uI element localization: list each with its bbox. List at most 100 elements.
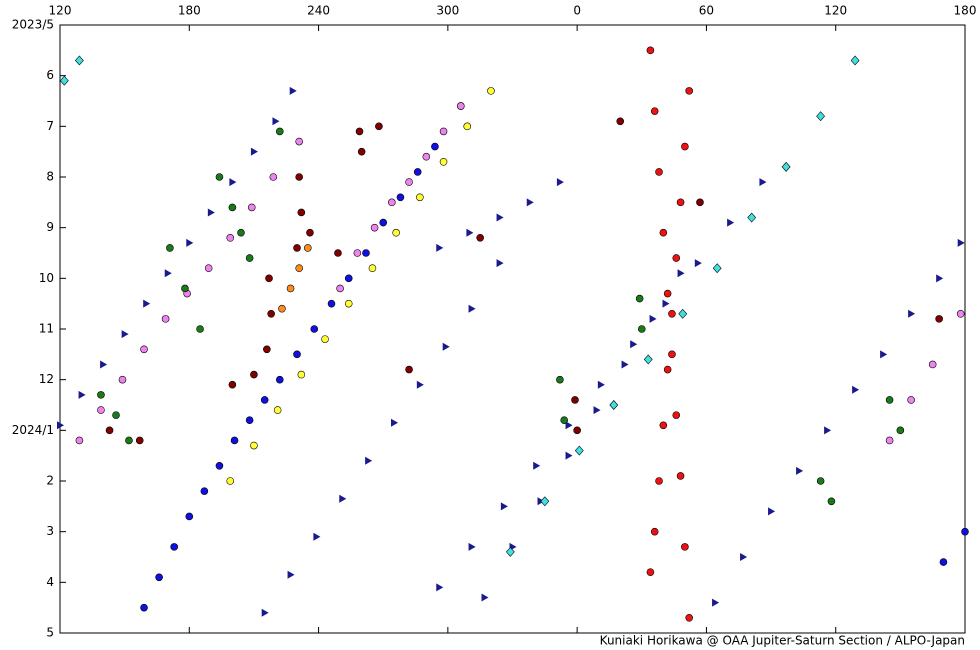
point (442, 342, 450, 351)
point (313, 532, 321, 541)
point (597, 380, 605, 389)
y-tick-label: 3 (46, 524, 54, 538)
y-tick-label: 6 (46, 68, 54, 82)
point (289, 86, 297, 95)
y-tick-label: 5 (46, 626, 54, 640)
point (468, 304, 476, 313)
point (852, 385, 860, 394)
point (379, 218, 388, 227)
point (370, 223, 379, 232)
point (100, 360, 108, 369)
x-tick-label: 0 (573, 4, 581, 18)
point (496, 259, 504, 268)
point (957, 238, 965, 247)
point (796, 466, 804, 475)
point (267, 309, 275, 318)
point (456, 102, 465, 110)
y-tick-label: 10 (39, 271, 54, 285)
point (416, 380, 424, 389)
point (681, 543, 689, 551)
point (747, 212, 757, 223)
x-tick-label: 60 (699, 4, 714, 18)
point (436, 583, 444, 592)
point (956, 309, 965, 318)
point (245, 416, 254, 425)
point (663, 365, 672, 374)
point (816, 111, 826, 122)
point (186, 238, 194, 247)
point (287, 570, 295, 579)
point (286, 284, 295, 293)
point (228, 380, 237, 389)
point (696, 198, 704, 207)
point (245, 254, 254, 262)
point (362, 249, 370, 257)
point (827, 497, 836, 506)
point (768, 507, 776, 516)
credit: Kuniaki Horikawa @ OAA Jupiter-Saturn Se… (600, 634, 965, 648)
point (635, 294, 644, 303)
point (816, 477, 825, 485)
point (740, 553, 748, 561)
point (295, 137, 303, 146)
point (659, 228, 668, 237)
point (593, 406, 601, 415)
point (637, 325, 646, 333)
point (303, 244, 312, 252)
point (646, 568, 655, 577)
point (500, 502, 508, 511)
point (164, 269, 172, 278)
point (166, 244, 174, 252)
point (295, 173, 303, 181)
point (75, 436, 84, 445)
x-tick-label: 120 (49, 4, 72, 18)
x-tick-label: 120 (824, 4, 847, 18)
point (405, 365, 413, 374)
y-tick-label: 11 (39, 322, 54, 336)
point (226, 234, 235, 242)
point (278, 304, 286, 313)
point (185, 512, 194, 521)
point (344, 299, 353, 308)
point (59, 75, 69, 86)
point (496, 213, 504, 222)
point (368, 264, 377, 273)
point (272, 117, 280, 126)
x-tick-label: 240 (307, 4, 330, 18)
point (573, 426, 581, 435)
point (676, 198, 685, 207)
point (907, 396, 915, 404)
point (140, 345, 148, 354)
point (712, 598, 720, 607)
point (413, 168, 422, 176)
point (505, 546, 515, 557)
point (297, 208, 306, 217)
x-tick-label: 300 (436, 4, 459, 18)
point (228, 203, 237, 212)
point (295, 264, 303, 273)
point (344, 274, 353, 283)
point (694, 259, 702, 268)
point (677, 269, 685, 278)
x-tick-label: 180 (178, 4, 201, 18)
point (170, 543, 179, 551)
point (439, 158, 448, 166)
y-tick-label: 9 (46, 220, 54, 234)
point (936, 274, 944, 283)
point (226, 477, 235, 485)
point (880, 350, 888, 359)
point (181, 284, 189, 293)
point (476, 234, 484, 242)
point (781, 161, 791, 172)
point (416, 193, 424, 202)
point (247, 203, 256, 212)
point (463, 122, 472, 131)
point (405, 178, 413, 186)
point (140, 603, 148, 612)
point (396, 193, 405, 202)
point (659, 421, 668, 430)
point (630, 340, 638, 349)
point (466, 228, 474, 237)
